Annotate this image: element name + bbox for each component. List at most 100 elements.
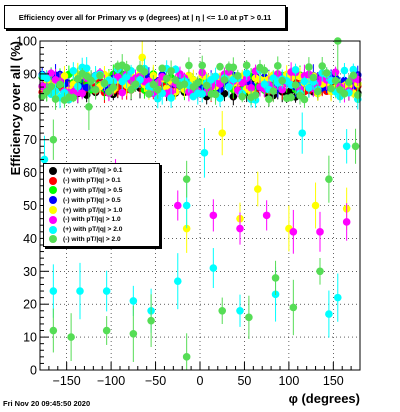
x-axis-title: φ (degrees) (289, 391, 360, 406)
data-point-7 (327, 84, 335, 93)
data-point-7 (265, 95, 273, 103)
data-point-7 (211, 90, 220, 99)
data-point-6 (198, 90, 207, 98)
data-point-5 (278, 85, 287, 94)
data-point-7 (127, 85, 135, 94)
data-point-7 (331, 76, 340, 85)
legend-label: (+) with pT/|q| > 2.0 (63, 226, 123, 234)
data-point-6 (260, 80, 269, 88)
legend-label: (+) with pT/|q| > 0.5 (63, 186, 123, 194)
data-point-7 (238, 92, 247, 101)
data-point-7 (313, 87, 322, 96)
legend-label: (-) with pT/|q| > 0.5 (63, 196, 121, 204)
data-point-7 (182, 353, 191, 361)
legend-entry: (-) with pT/|q| > 1.0 (47, 215, 156, 225)
data-point-6 (69, 67, 78, 75)
data-point-7 (140, 68, 149, 76)
data-point-7 (47, 82, 55, 91)
axis-layer: −150 −100 −50 0 50 100 150 0 10 20 30 40 50 60 70 80 90 1… (16, 35, 352, 388)
data-point-4 (253, 185, 262, 193)
data-point-7 (145, 90, 153, 98)
data-point-7 (287, 93, 295, 102)
data-point-7 (67, 333, 75, 341)
data-point-6 (49, 287, 58, 295)
data-point-4 (311, 201, 320, 210)
data-point-7 (316, 267, 324, 276)
data-point-7 (122, 63, 131, 72)
y-tick-label: 80 (23, 100, 37, 114)
legend: (+) with pT/|q| > 0.1 (-) with pT/|q| > … (43, 163, 160, 247)
data-point-6 (298, 129, 307, 137)
data-point-6 (209, 264, 218, 272)
data-point-7 (42, 87, 51, 96)
data-point-4 (60, 72, 69, 80)
data-point-6 (242, 69, 251, 77)
data-point-5 (118, 88, 127, 97)
y-tick-label: 30 (23, 265, 37, 279)
legend-marker (49, 166, 57, 175)
data-point-7 (171, 76, 180, 85)
data-point-7 (96, 71, 104, 80)
data-point-6 (300, 77, 309, 86)
x-tick-label: 0 (197, 374, 204, 388)
data-point-7 (167, 67, 175, 75)
data-point-5 (209, 211, 218, 220)
data-point-6 (342, 142, 351, 151)
data-point-6 (182, 201, 191, 210)
data-point-6 (291, 66, 300, 74)
data-point-7 (180, 80, 189, 88)
timestamp: Fri Nov 20 09:45:50 2020 (3, 399, 91, 408)
data-point-6 (269, 74, 278, 82)
data-point-6 (82, 64, 91, 73)
data-point-7 (271, 274, 280, 282)
data-point-5 (342, 218, 351, 226)
legend-label: (+) with pT/|q| > 1.0 (63, 206, 123, 214)
legend-label: (-) with pT/|q| > 1.0 (63, 216, 121, 224)
x-tick-label: −50 (145, 374, 166, 388)
data-point-7 (269, 87, 278, 95)
x-tick-label: 150 (323, 374, 344, 388)
data-point-7 (260, 66, 269, 75)
data-point-7 (147, 316, 155, 325)
data-point-7 (49, 135, 58, 144)
legend-label: (-) with pT/|q| > 0.1 (63, 177, 121, 185)
data-point-7 (305, 63, 313, 71)
data-point-7 (182, 175, 191, 183)
data-point-7 (162, 74, 171, 83)
y-tick-label: 90 (23, 67, 37, 81)
data-point-7 (198, 61, 207, 70)
data-point-5 (316, 228, 324, 236)
data-point-5 (331, 68, 340, 77)
data-point-7 (85, 103, 93, 111)
data-point-7 (73, 75, 82, 83)
data-point-7 (345, 78, 353, 86)
data-point-6 (333, 293, 342, 302)
data-point-7 (273, 62, 282, 70)
data-point-5 (247, 84, 255, 92)
data-point-6 (340, 66, 349, 75)
data-point-6 (42, 74, 51, 83)
data-point-7 (349, 71, 358, 80)
data-point-6 (40, 155, 49, 164)
data-point-7 (109, 83, 118, 92)
data-point-6 (76, 287, 84, 295)
y-tick-label: 100 (16, 35, 37, 49)
data-point-5 (173, 201, 182, 210)
legend-entry: (-) with pT/|q| > 2.0 (47, 235, 156, 245)
data-point-7 (87, 76, 95, 85)
data-point-7 (351, 142, 360, 151)
data-point-7 (325, 175, 333, 183)
data-point-7 (300, 95, 309, 104)
data-point-7 (149, 80, 158, 89)
data-point-7 (322, 69, 331, 77)
data-point-7 (218, 306, 227, 315)
data-point-7 (193, 78, 202, 87)
data-point-6 (305, 84, 313, 92)
data-point-7 (131, 80, 140, 88)
data-point-7 (216, 62, 224, 71)
data-point-7 (56, 80, 64, 89)
x-tick-label: −100 (97, 374, 125, 388)
data-point-7 (202, 81, 211, 90)
data-point-4 (218, 129, 227, 137)
